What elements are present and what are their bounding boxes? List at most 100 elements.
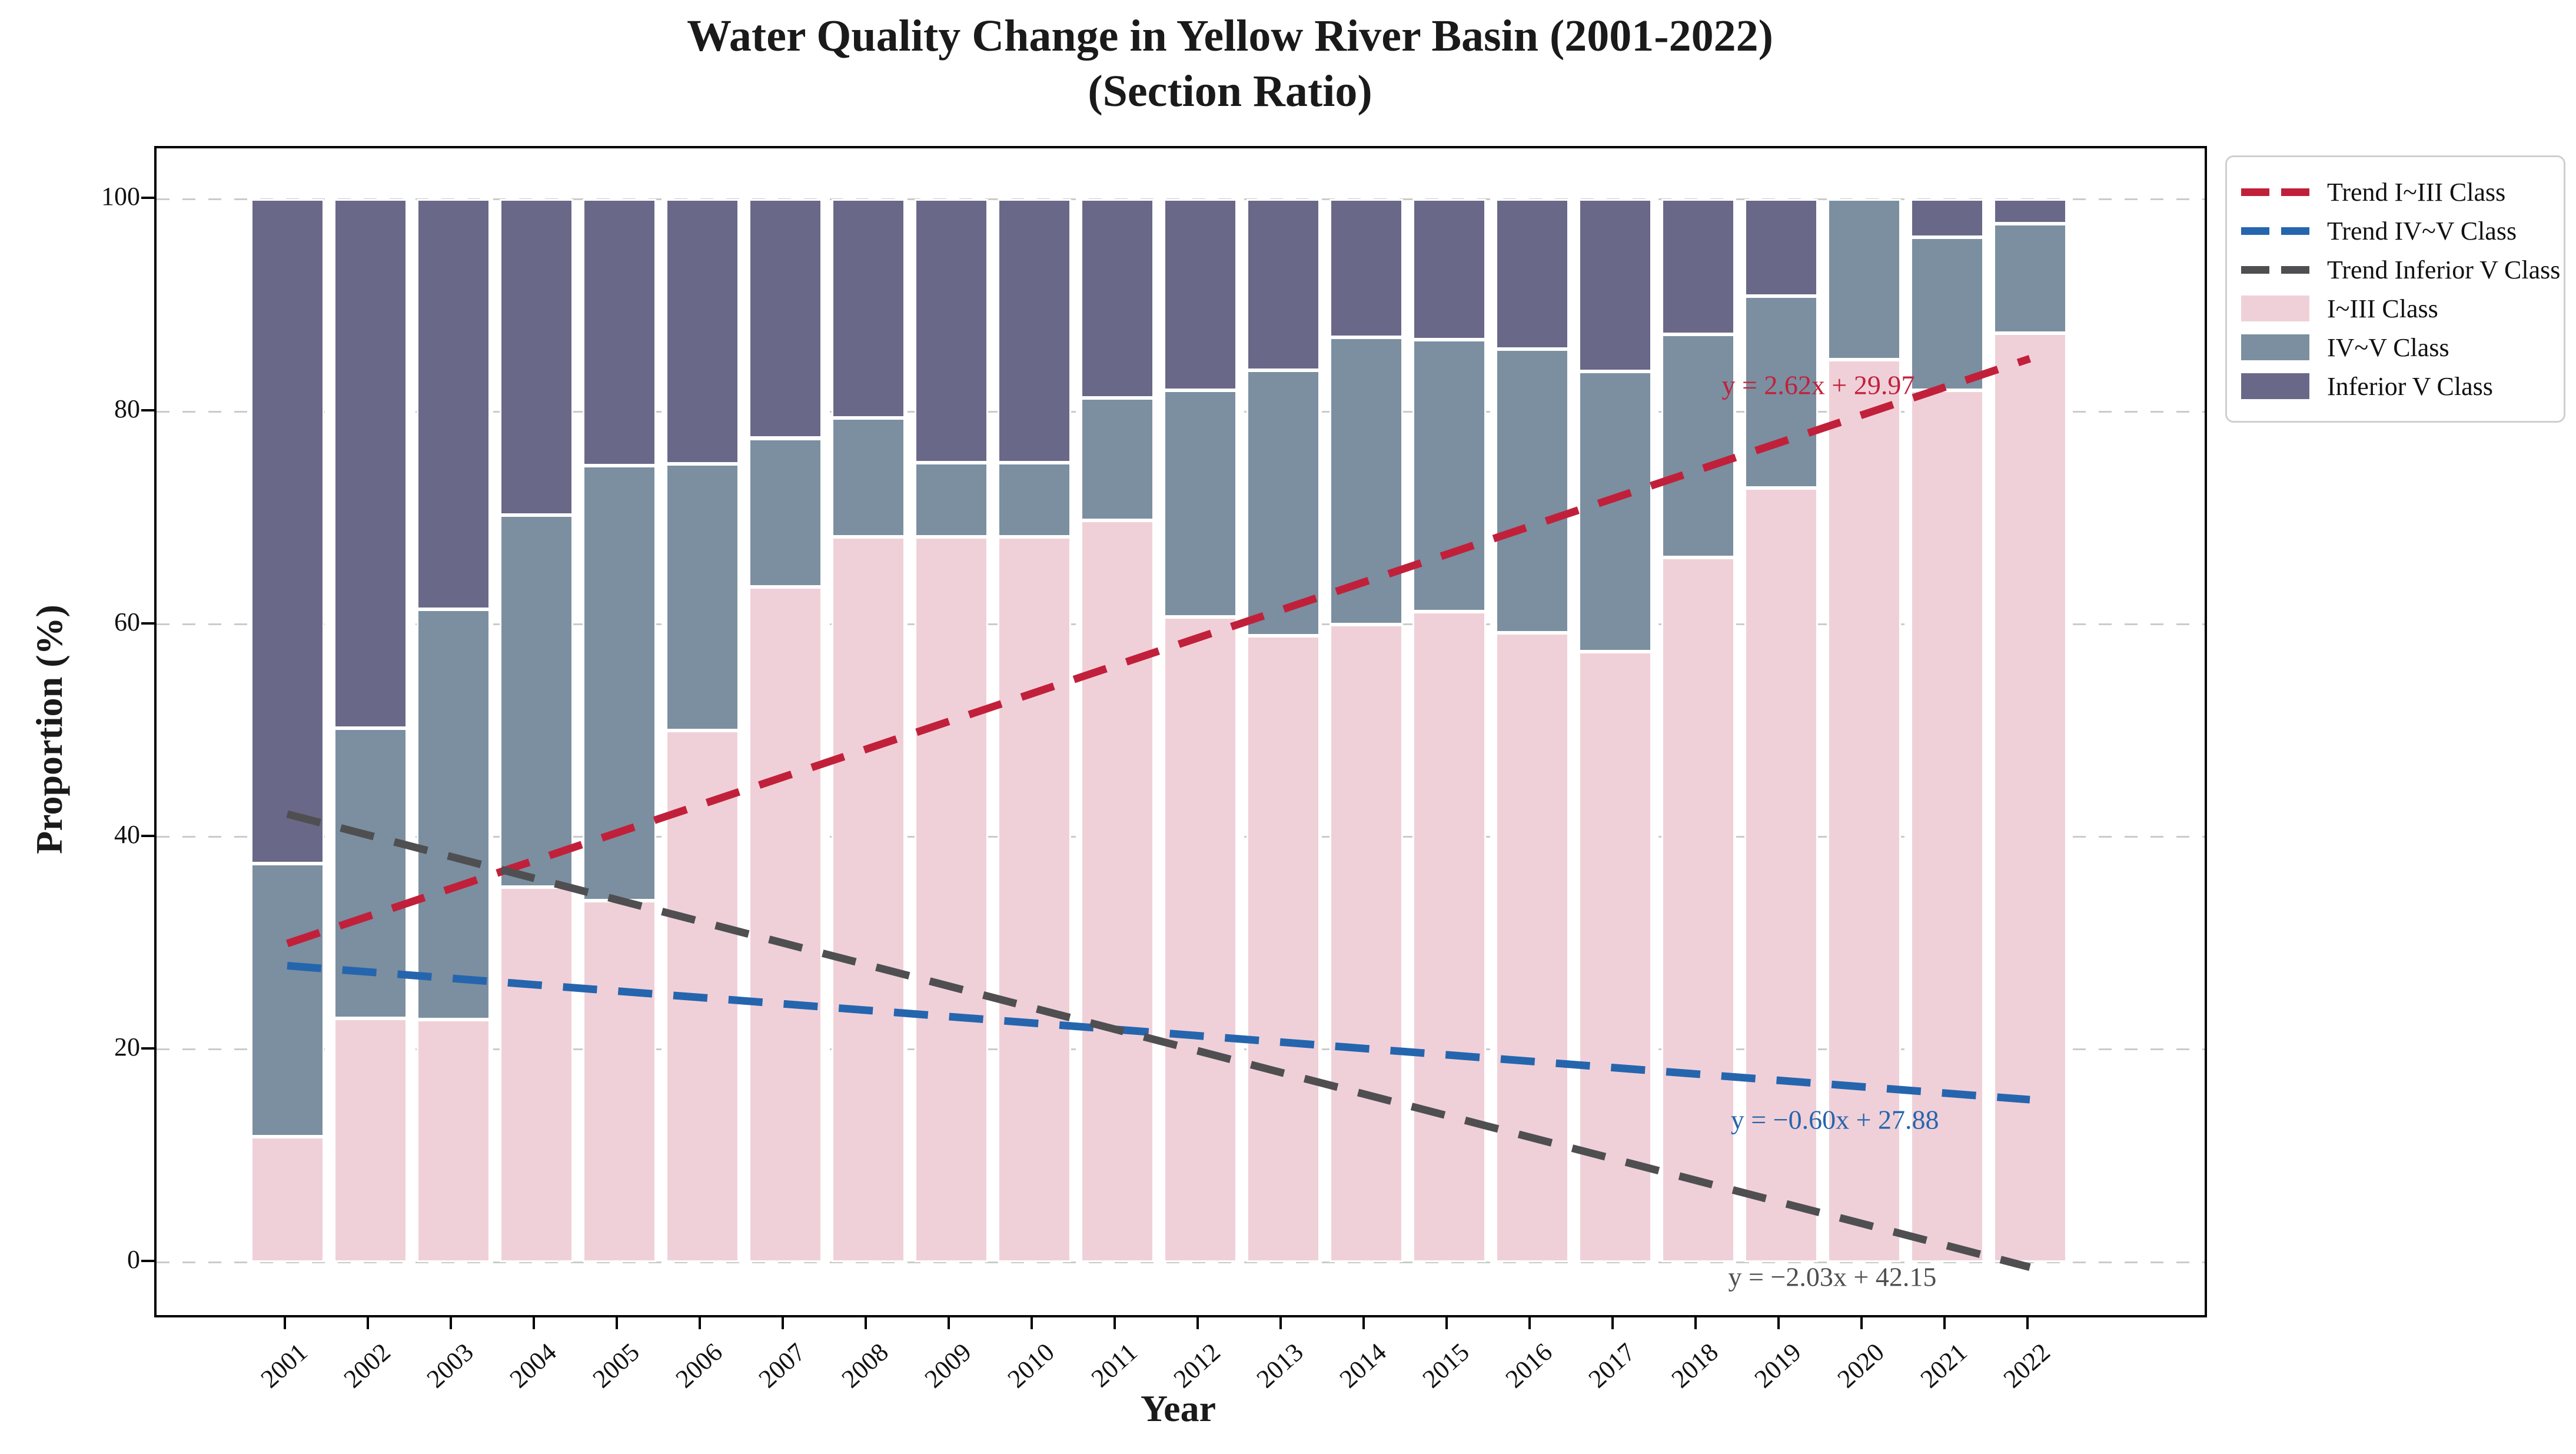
bar-segment-2002-inferior-v-class [333, 199, 407, 729]
bar-segment-2008-iv-v-class [831, 418, 905, 537]
y-tick-label-100: 100 [101, 182, 140, 211]
bar-segment-2007-iv-v-class [748, 438, 822, 587]
bar-segment-2001-inferior-v-class [250, 199, 324, 864]
y-tick-label-40: 40 [114, 819, 140, 849]
bar-segment-2015-i-iii-class [1412, 611, 1486, 1262]
bar-segment-2011-i-iii-class [1080, 520, 1154, 1262]
x-tick-mark-2019 [1777, 1315, 1780, 1329]
bar-segment-2003-iv-v-class [416, 609, 490, 1020]
x-tick-mark-2016 [1528, 1315, 1531, 1329]
x-tick-mark-2015 [1445, 1315, 1448, 1329]
bar-segment-2022-iv-v-class [1993, 223, 2067, 333]
legend-label: Trend I~III Class [2327, 177, 2506, 207]
x-tick-mark-2009 [948, 1315, 950, 1329]
x-tick-mark-2010 [1031, 1315, 1033, 1329]
legend-item-0: Trend I~III Class [2241, 172, 2550, 211]
legend-label: IV~V Class [2327, 333, 2449, 362]
chart-title: Water Quality Change in Yellow River Bas… [0, 8, 2460, 119]
y-tick-mark-100 [141, 197, 155, 200]
bar-segment-2005-inferior-v-class [582, 199, 656, 466]
legend-label: Trend Inferior V Class [2327, 255, 2561, 284]
x-tick-mark-2004 [533, 1315, 535, 1329]
bar-segment-2008-i-iii-class [831, 537, 905, 1262]
x-tick-mark-2001 [284, 1315, 286, 1329]
x-tick-mark-2018 [1694, 1315, 1697, 1329]
bar-segment-2016-iv-v-class [1495, 348, 1569, 633]
x-tick-mark-2003 [450, 1315, 452, 1329]
trend-equation-2: y = −2.03x + 42.15 [1728, 1262, 1937, 1292]
trend-equation-1: y = −0.60x + 27.88 [1730, 1104, 1939, 1135]
bar-segment-2005-i-iii-class [582, 901, 656, 1262]
x-tick-mark-2012 [1196, 1315, 1199, 1329]
bar-segment-2011-inferior-v-class [1080, 199, 1154, 398]
legend-dashed-line-sample [2241, 265, 2309, 274]
x-tick-mark-2005 [616, 1315, 618, 1329]
bar-segment-2017-inferior-v-class [1578, 199, 1652, 371]
legend-label: I~III Class [2327, 294, 2438, 323]
bar-segment-2003-i-iii-class [416, 1020, 490, 1262]
x-axis-label: Year [1141, 1387, 1216, 1429]
x-tick-mark-2014 [1362, 1315, 1365, 1329]
bar-segment-2008-inferior-v-class [831, 199, 905, 419]
bar-segment-2013-iv-v-class [1246, 370, 1320, 636]
bar-segment-2020-iv-v-class [1827, 199, 1901, 360]
legend-item-5: Inferior V Class [2241, 367, 2550, 406]
bar-segment-2001-iv-v-class [250, 863, 324, 1137]
y-tick-mark-0 [141, 1260, 155, 1262]
bar-segment-2006-inferior-v-class [665, 199, 739, 464]
legend-label: Inferior V Class [2327, 371, 2493, 401]
bar-segment-2016-inferior-v-class [1495, 199, 1569, 349]
legend-color-patch [2241, 296, 2309, 321]
bar-segment-2004-iv-v-class [499, 514, 573, 887]
bar-segment-2012-i-iii-class [1163, 616, 1237, 1262]
y-tick-mark-40 [141, 834, 155, 837]
bar-segment-2004-i-iii-class [499, 887, 573, 1262]
bar-segment-2015-inferior-v-class [1412, 199, 1486, 340]
bar-segment-2017-iv-v-class [1578, 371, 1652, 652]
x-tick-mark-2011 [1114, 1315, 1116, 1329]
legend-item-4: IV~V Class [2241, 328, 2550, 367]
bar-segment-2021-inferior-v-class [1910, 199, 1984, 238]
bar-segment-2009-iv-v-class [914, 463, 988, 537]
bar-segment-2014-inferior-v-class [1329, 199, 1403, 337]
legend-item-1: Trend IV~V Class [2241, 211, 2550, 250]
x-tick-mark-2002 [367, 1315, 369, 1329]
bar-segment-2010-inferior-v-class [997, 199, 1071, 463]
x-tick-mark-2020 [1860, 1315, 1863, 1329]
bar-segment-2004-inferior-v-class [499, 199, 573, 515]
bar-segment-2006-i-iii-class [665, 731, 739, 1262]
bar-segment-2009-i-iii-class [914, 537, 988, 1262]
bar-segment-2022-inferior-v-class [1993, 199, 2067, 224]
x-tick-mark-2022 [2026, 1315, 2029, 1329]
bar-segment-2011-iv-v-class [1080, 397, 1154, 520]
bar-segment-2018-i-iii-class [1661, 557, 1735, 1262]
y-tick-label-20: 20 [114, 1032, 140, 1061]
bar-segment-2021-iv-v-class [1910, 237, 1984, 391]
bar-segment-2019-i-iii-class [1744, 488, 1818, 1262]
bar-segment-2015-iv-v-class [1412, 339, 1486, 612]
y-tick-mark-60 [141, 622, 155, 625]
chart-title-line2: (Section Ratio) [1088, 67, 1372, 116]
legend-color-patch [2241, 334, 2309, 360]
legend-dashed-line-sample [2241, 227, 2309, 235]
x-tick-mark-2007 [782, 1315, 784, 1329]
bar-segment-2007-i-iii-class [748, 587, 822, 1262]
bar-segment-2013-i-iii-class [1246, 636, 1320, 1262]
bar-segment-2002-i-iii-class [333, 1018, 407, 1262]
legend-item-3: I~III Class [2241, 289, 2550, 328]
bar-segment-2014-i-iii-class [1329, 624, 1403, 1262]
chart-title-line1: Water Quality Change in Yellow River Bas… [687, 11, 1773, 61]
bar-segment-2006-iv-v-class [665, 463, 739, 731]
bar-segment-2018-inferior-v-class [1661, 199, 1735, 334]
x-tick-mark-2021 [1943, 1315, 1946, 1329]
chart-legend: Trend I~III Class Trend IV~V Class Trend I… [2225, 155, 2565, 423]
x-tick-mark-2006 [699, 1315, 701, 1329]
bar-segment-2013-inferior-v-class [1246, 199, 1320, 370]
legend-label: Trend IV~V Class [2327, 216, 2517, 245]
x-tick-mark-2013 [1279, 1315, 1282, 1329]
bar-segment-2007-inferior-v-class [748, 199, 822, 439]
x-tick-mark-2017 [1611, 1315, 1614, 1329]
legend-color-patch [2241, 373, 2309, 399]
bar-segment-2002-iv-v-class [333, 728, 407, 1019]
